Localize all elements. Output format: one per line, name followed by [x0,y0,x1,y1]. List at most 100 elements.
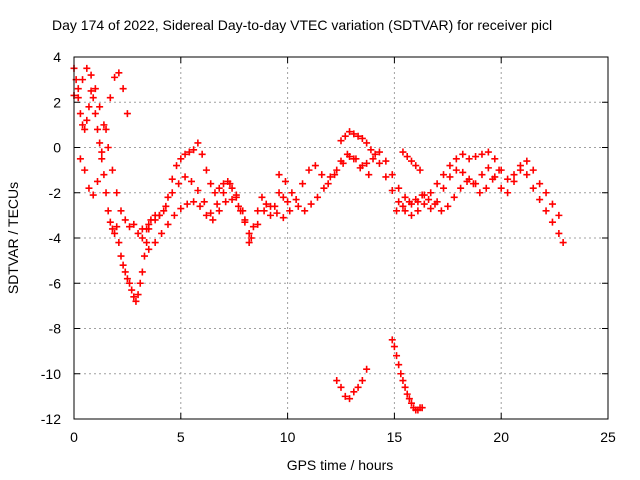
x-tick-label: 20 [493,429,509,445]
data-point [196,202,204,210]
data-point [106,94,114,102]
data-point [358,162,366,170]
data-point [363,139,371,147]
data-point [151,239,159,247]
data-point [123,275,131,283]
data-point [83,64,91,72]
series-track-b [70,64,159,242]
data-point [194,139,202,147]
data-point [399,377,407,385]
series-track-d [138,139,292,237]
data-point [158,229,166,237]
data-point [100,171,108,179]
data-point [388,171,396,179]
series-track-f [155,173,253,247]
data-point [452,155,460,163]
data-point [497,184,505,192]
data-point [136,279,144,287]
data-point [440,184,448,192]
data-point [260,207,268,215]
data-point [202,166,210,174]
data-point [354,383,362,391]
series-track-m [333,365,371,403]
data-point [279,214,287,222]
data-point [275,189,283,197]
data-point [301,207,309,215]
data-point [145,245,153,253]
data-point [79,76,87,84]
data-point [111,229,119,237]
data-point [239,207,247,215]
data-point [117,252,125,260]
data-point [536,196,544,204]
data-point [126,279,134,287]
data-point [76,110,84,118]
data-point [104,144,112,151]
data-point [98,155,106,163]
data-point [190,146,198,154]
data-point [559,239,567,247]
data-point [412,162,420,170]
data-point [388,186,396,194]
data-point [162,202,170,210]
data-point [74,85,82,93]
data-point [155,211,163,219]
data-point [145,220,153,228]
data-point [382,157,390,165]
series-track-h [337,128,379,158]
data-point [91,85,99,93]
data-point [93,177,101,185]
data-point [207,180,215,188]
data-point [138,225,146,233]
data-point [121,216,129,224]
data-point [299,180,307,188]
data-point [228,196,236,204]
data-point [151,216,159,224]
data-point [85,184,93,192]
data-point [134,229,142,237]
data-point [446,173,454,181]
data-point [346,395,354,403]
y-tick-label: -8 [49,321,62,337]
data-point [418,404,426,412]
chart-title: Day 174 of 2022, Sidereal Day-to-day VTE… [52,17,552,33]
axis-ticks: 0 5 10 15 20 25 -12 -10 -8 -6 -4 -2 0 2 4 [41,49,616,445]
data-point [341,392,349,400]
data-point [482,184,490,192]
data-point [181,173,189,181]
data-point [294,202,302,210]
data-point [491,155,499,163]
data-point [245,229,253,237]
data-point [102,125,110,133]
data-point [363,365,371,373]
data-point [249,223,257,231]
series-track-g [275,153,373,215]
data-point [555,211,563,219]
data-point [407,157,415,165]
data-points [70,64,567,414]
data-point [457,184,465,192]
data-point [168,189,176,197]
data-point [405,198,413,206]
data-point [190,198,198,206]
series-track-k [393,166,503,215]
data-point [510,171,518,179]
data-point [284,198,292,206]
data-point [140,252,148,260]
data-point [346,128,354,136]
data-point [207,209,215,217]
data-point [484,148,492,156]
data-point [104,207,112,215]
data-point [510,177,518,185]
y-tick-label: 2 [53,94,61,110]
data-point [130,293,138,301]
data-point [320,184,328,192]
data-point [478,150,486,158]
data-point [115,69,123,77]
data-point [164,193,172,201]
data-point [354,132,362,140]
data-point [198,150,206,158]
data-point [222,198,230,206]
data-point [202,211,210,219]
data-point [275,171,283,179]
